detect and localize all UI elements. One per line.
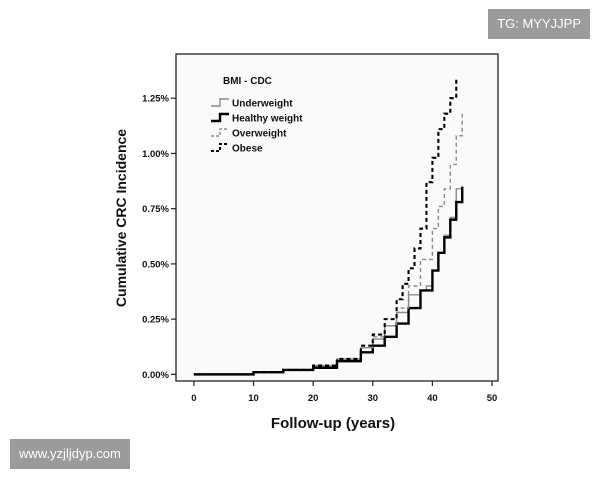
x-axis-title: Follow-up (years) [271, 415, 395, 432]
x-tick-label: 20 [308, 393, 319, 404]
plot-frame [175, 53, 499, 382]
legend-swatch [211, 128, 229, 137]
x-tick-label: 50 [487, 393, 498, 404]
y-tick-label: 0.00% [142, 370, 169, 381]
y-axis-title: Cumulative CRC Incidence [113, 129, 129, 307]
series-line-3 [193, 78, 458, 376]
legend-label: Obese [232, 144, 263, 155]
y-tick-label: 0.75% [142, 204, 169, 215]
watermark-bottom: www.yzjljdyp.com [10, 439, 130, 469]
legend-label: Overweight [232, 129, 287, 140]
watermark-top: TG: MYYJJPP [488, 9, 590, 39]
x-tick-label: 0 [191, 393, 196, 404]
y-tick-label: 1.00% [142, 149, 169, 160]
y-tick-label: 0.50% [142, 259, 169, 270]
x-tick-label: 40 [427, 393, 438, 404]
legend-title: BMI - CDC [223, 76, 272, 87]
y-tick-label: 1.25% [142, 94, 169, 105]
x-axis: 0 10 20 30 40 50 [191, 381, 497, 404]
legend-swatch [211, 142, 229, 153]
y-tick-label: 0.25% [142, 315, 169, 326]
legend-label: Healthy weight [232, 114, 303, 125]
legend-label: Underweight [232, 99, 293, 110]
x-tick-label: 10 [248, 393, 259, 404]
legend-entries: Underweight Healthy weight Overweight Obese [211, 98, 303, 155]
x-tick-label: 30 [367, 393, 378, 404]
legend: BMI - CDC Underweight Healthy weight Overw… [211, 76, 303, 155]
series-layer [193, 78, 464, 376]
legend-swatch [211, 98, 229, 107]
legend-swatch [211, 112, 229, 123]
y-axis: 0.00% 0.25% 0.50% 0.75% 1.00% 1.25% [142, 94, 176, 381]
